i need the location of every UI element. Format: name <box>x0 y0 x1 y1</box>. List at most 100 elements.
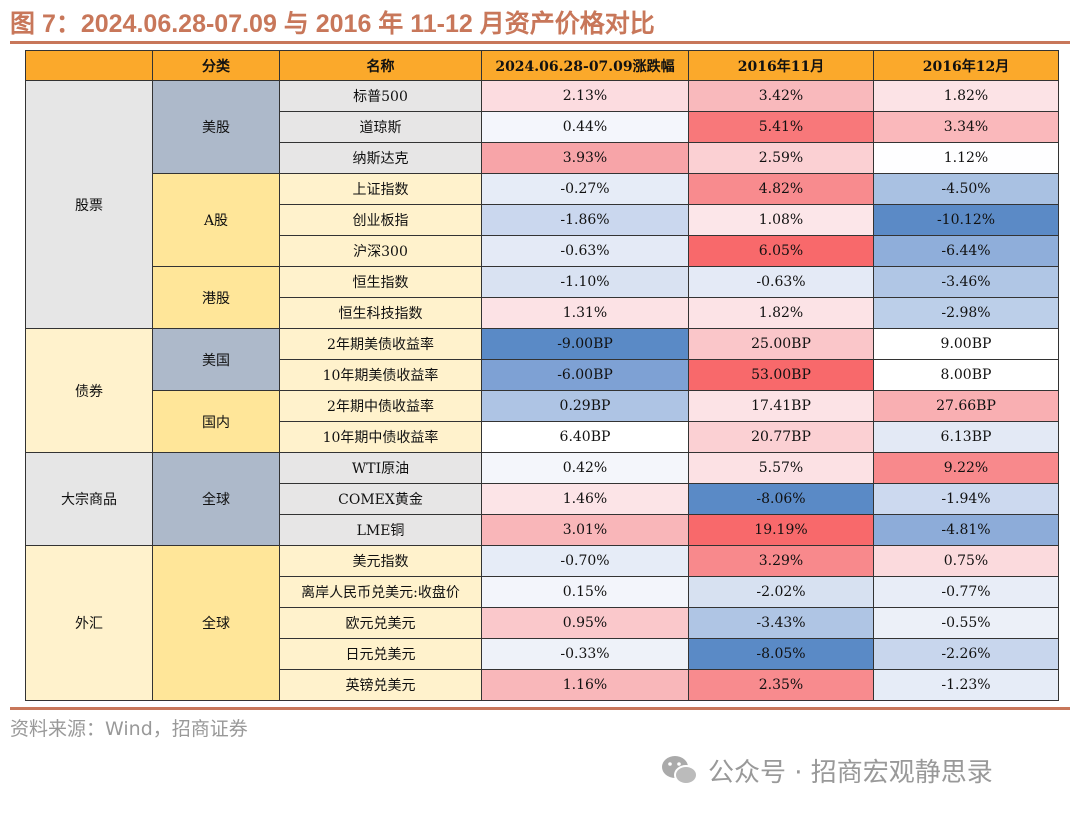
value-cell: 8.00BP <box>873 359 1059 391</box>
name-cell: 创业板指 <box>279 204 482 236</box>
table-row: 日元兑美元 -0.33% -8.05% -2.26% <box>26 638 1059 670</box>
value-cell: 25.00BP <box>688 328 874 360</box>
wechat-icon <box>662 755 698 785</box>
figure-title: 图 7：2024.06.28-07.09 与 2016 年 11-12 月资产价… <box>10 10 655 38</box>
value-cell: 0.15% <box>481 576 689 608</box>
value-cell: 19.19% <box>688 514 874 546</box>
value-cell: -2.26% <box>873 638 1059 670</box>
value-cell: 6.40BP <box>481 421 689 453</box>
value-cell: -0.27% <box>481 173 689 205</box>
table-row: 沪深300 -0.63% 6.05% -6.44% <box>26 235 1059 267</box>
value-cell: 27.66BP <box>873 390 1059 422</box>
name-cell: 上证指数 <box>279 173 482 205</box>
value-cell: 5.57% <box>688 452 874 484</box>
value-cell: -9.00BP <box>481 328 689 360</box>
value-cell: 3.01% <box>481 514 689 546</box>
name-cell: 沪深300 <box>279 235 482 267</box>
header-cell: 名称 <box>279 50 482 81</box>
value-cell: 20.77BP <box>688 421 874 453</box>
value-cell: -1.86% <box>481 204 689 236</box>
value-cell: 1.82% <box>873 80 1059 112</box>
value-cell: -0.55% <box>873 607 1059 639</box>
name-cell: 标普500 <box>279 80 482 112</box>
value-cell: -0.70% <box>481 545 689 577</box>
value-cell: 53.00BP <box>688 359 874 391</box>
header-cell: 分类 <box>152 50 280 81</box>
table-row: A股 上证指数 -0.27% 4.82% -4.50% <box>26 173 1059 267</box>
value-cell: -8.06% <box>688 483 874 515</box>
category-cell: 股票 <box>25 80 153 329</box>
subcategory-cell: 美股 <box>152 80 280 174</box>
value-cell: 0.75% <box>873 545 1059 577</box>
name-cell: 日元兑美元 <box>279 638 482 670</box>
subcategory-cell: 全球 <box>152 545 280 701</box>
table-row: 债券 美国 2年期美债收益率 -9.00BP 25.00BP 9.00BP <box>25 328 1059 453</box>
table-row: 外汇 全球 美元指数 -0.70% 3.29% 0.75% <box>25 545 1059 701</box>
table-row: 离岸人民币兑美元:收盘价 0.15% -2.02% -0.77% <box>26 576 1059 608</box>
value-cell: 2.13% <box>481 80 689 112</box>
value-cell: 2.59% <box>688 142 874 174</box>
name-cell: 恒生指数 <box>279 266 482 298</box>
value-cell: -8.05% <box>688 638 874 670</box>
value-cell: 17.41BP <box>688 390 874 422</box>
header-row: 分类 名称 2024.06.28-07.09涨跌幅 2016年11月 2016年12月 <box>25 50 1059 81</box>
value-cell: -0.33% <box>481 638 689 670</box>
table-row: COMEX黄金 1.46% -8.06% -1.94% <box>26 483 1059 515</box>
table-row: 10年期中债收益率 6.40BP 20.77BP 6.13BP <box>26 421 1059 453</box>
value-cell: 0.95% <box>481 607 689 639</box>
value-cell: -10.12% <box>873 204 1059 236</box>
category-cell: 外汇 <box>25 545 153 701</box>
value-cell: 3.34% <box>873 111 1059 143</box>
table-row: 股票 美股 标普500 2.13% 3.42% 1.82% <box>25 80 1059 329</box>
value-cell: 0.29BP <box>481 390 689 422</box>
value-cell: 9.00BP <box>873 328 1059 360</box>
value-cell: 1.82% <box>688 297 874 329</box>
value-cell: -6.44% <box>873 235 1059 267</box>
value-cell: -1.23% <box>873 669 1059 701</box>
title-divider <box>10 41 1070 44</box>
name-cell: 离岸人民币兑美元:收盘价 <box>279 576 482 608</box>
table-row: 纳斯达克 3.93% 2.59% 1.12% <box>26 142 1059 174</box>
subcategory-cell: 港股 <box>152 266 280 329</box>
value-cell: -0.63% <box>688 266 874 298</box>
watermark-text: 公众号 · 招商宏观静思录 <box>708 758 993 788</box>
name-cell: 道琼斯 <box>279 111 482 143</box>
name-cell: WTI原油 <box>279 452 482 484</box>
table-row: 创业板指 -1.86% 1.08% -10.12% <box>26 204 1059 236</box>
name-cell: LME铜 <box>279 514 482 546</box>
value-cell: 6.13BP <box>873 421 1059 453</box>
value-cell: 3.93% <box>481 142 689 174</box>
header-cell: 2016年11月 <box>688 50 874 81</box>
subcategory-cell: 美国 <box>152 328 280 391</box>
value-cell: -0.77% <box>873 576 1059 608</box>
category-cell: 大宗商品 <box>25 452 153 546</box>
value-cell: 1.46% <box>481 483 689 515</box>
subcategory-cell: A股 <box>152 173 280 267</box>
value-cell: -4.50% <box>873 173 1059 205</box>
name-cell: 10年期美债收益率 <box>279 359 482 391</box>
watermark: 公众号 · 招商宏观静思录 <box>660 752 993 789</box>
value-cell: 3.29% <box>688 545 874 577</box>
source-note: 资料来源：Wind，招商证券 <box>10 718 248 740</box>
value-cell: 1.08% <box>688 204 874 236</box>
table-row: 大宗商品 全球 WTI原油 0.42% 5.57% 9.22% <box>25 452 1059 546</box>
value-cell: -3.43% <box>688 607 874 639</box>
table-row: 国内 2年期中债收益率 0.29BP 17.41BP 27.66BP <box>26 390 1059 453</box>
name-cell: COMEX黄金 <box>279 483 482 515</box>
table-row: 10年期美债收益率 -6.00BP 53.00BP 8.00BP <box>26 359 1059 391</box>
name-cell: 10年期中债收益率 <box>279 421 482 453</box>
table-row: 英镑兑美元 1.16% 2.35% -1.23% <box>26 669 1059 701</box>
value-cell: -1.10% <box>481 266 689 298</box>
value-cell: 0.42% <box>481 452 689 484</box>
value-cell: -0.63% <box>481 235 689 267</box>
value-cell: 9.22% <box>873 452 1059 484</box>
value-cell: 1.12% <box>873 142 1059 174</box>
header-cell <box>25 50 153 81</box>
table-row: 港股 恒生指数 -1.10% -0.63% -3.46% <box>26 266 1059 329</box>
value-cell: 5.41% <box>688 111 874 143</box>
asset-comparison-table: 分类 名称 2024.06.28-07.09涨跌幅 2016年11月 2016年12月 … <box>25 50 1059 701</box>
value-cell: -2.02% <box>688 576 874 608</box>
value-cell: -3.46% <box>873 266 1059 298</box>
table-row: 道琼斯 0.44% 5.41% 3.34% <box>26 111 1059 143</box>
value-cell: 1.31% <box>481 297 689 329</box>
